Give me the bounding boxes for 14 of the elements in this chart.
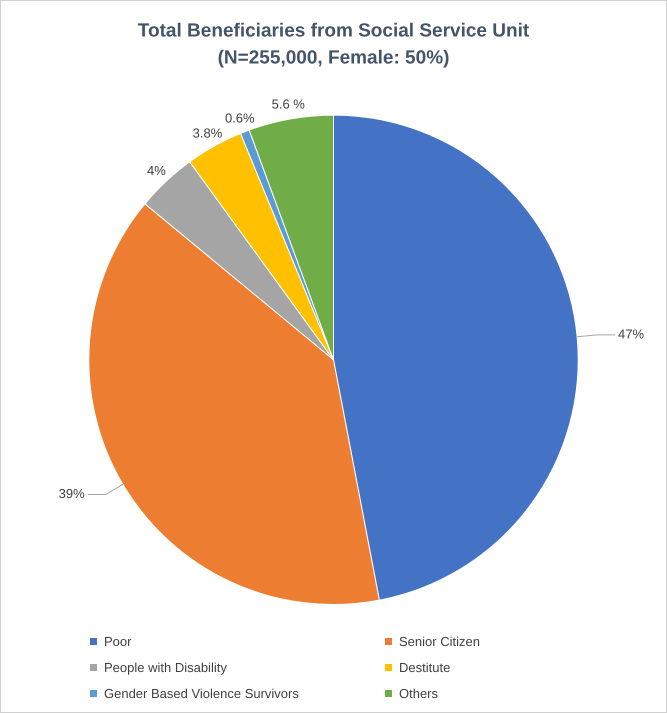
- legend-label: Senior Citizen: [399, 634, 480, 648]
- legend-label: Poor: [104, 634, 132, 648]
- legend-label: Others: [399, 686, 438, 700]
- legend-label: Destitute: [399, 660, 450, 674]
- data-label: 4%: [147, 162, 166, 178]
- legend-label: People with Disability: [104, 660, 227, 674]
- data-label: 0.6%: [224, 110, 256, 126]
- data-label: 47%: [618, 326, 644, 342]
- data-label: 5.6 %: [272, 96, 306, 112]
- data-label: 3.8%: [192, 125, 223, 140]
- chart-title: Total Beneficiaries from Social Service Unit: [138, 20, 530, 42]
- chart-subtitle: (N=255,000, Female: 50%): [218, 47, 450, 68]
- legend-label: Gender Based Violence Survivors: [104, 686, 299, 700]
- data-label: 39%: [58, 486, 86, 502]
